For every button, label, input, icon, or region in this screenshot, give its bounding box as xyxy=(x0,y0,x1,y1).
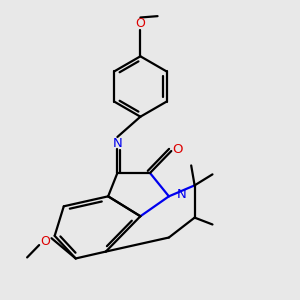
Text: O: O xyxy=(172,143,183,156)
Text: N: N xyxy=(176,188,186,201)
Text: O: O xyxy=(136,17,145,30)
Text: O: O xyxy=(40,235,50,248)
Text: N: N xyxy=(112,136,122,150)
